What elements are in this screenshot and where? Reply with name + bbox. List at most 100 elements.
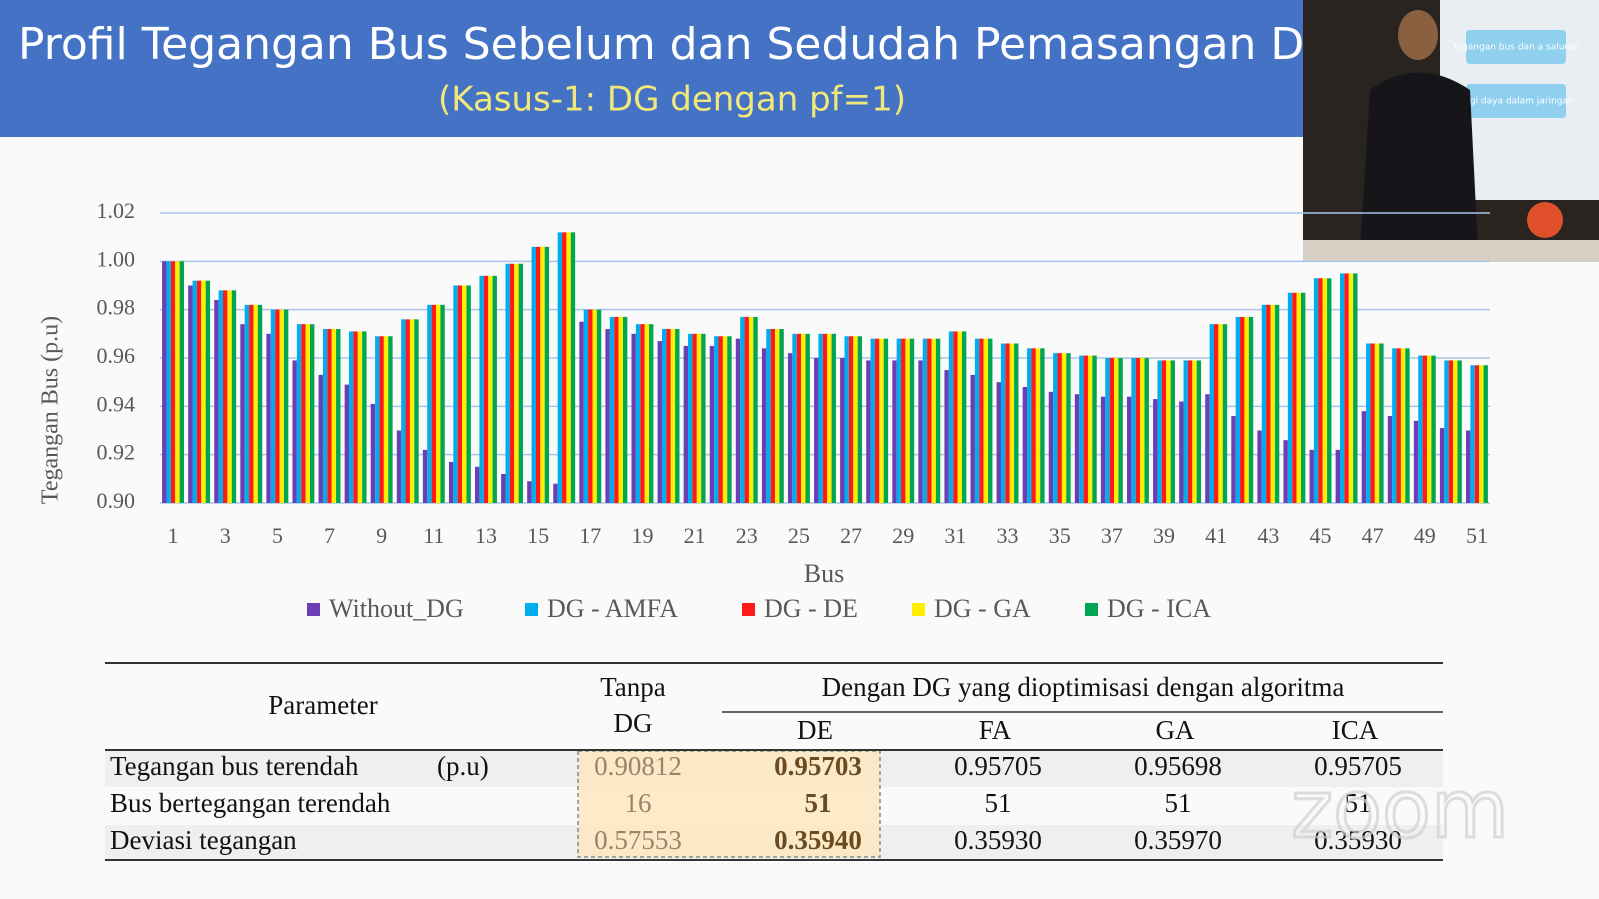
bar [427, 304, 432, 503]
header-band [0, 0, 1310, 137]
bar [310, 324, 315, 503]
bar [1392, 348, 1397, 503]
bar [244, 304, 250, 503]
webcam-inset: Tegangan bus dan a saluran Rugi daya dal… [1303, 0, 1599, 262]
bar [440, 304, 445, 503]
presenter-body [1360, 72, 1478, 250]
bar [1418, 355, 1423, 503]
flow-text: Tegangan bus dan a saluran [1452, 43, 1580, 53]
bar [266, 333, 271, 503]
y-tick-label: 0.98 [97, 295, 136, 320]
bar [240, 324, 245, 503]
bar [1144, 358, 1149, 503]
bar [401, 319, 406, 503]
bar [1344, 273, 1349, 503]
bar [1000, 343, 1006, 503]
y-tick-label: 0.90 [97, 488, 136, 513]
bar [922, 338, 928, 503]
bar [983, 338, 989, 503]
bar [1061, 353, 1067, 503]
bar [1244, 316, 1249, 503]
bar [722, 336, 728, 503]
bar [362, 331, 367, 503]
flow-box [1466, 30, 1566, 64]
x-tick-label: 25 [788, 523, 810, 548]
bar [1448, 360, 1454, 503]
x-tick-label: 43 [1257, 523, 1279, 548]
bar [1335, 449, 1340, 503]
bar [1131, 358, 1136, 503]
bar [670, 329, 676, 503]
bar [1483, 365, 1488, 503]
flowers [1527, 202, 1563, 238]
table-header: Tanpa DG [600, 672, 666, 738]
bar [488, 275, 493, 503]
flow-text: Rugi daya dalam jaringan [1458, 97, 1573, 107]
bar [431, 304, 437, 503]
bar [1222, 324, 1228, 503]
bar [322, 329, 328, 503]
x-tick-label: 35 [1049, 523, 1071, 548]
bar [296, 324, 302, 503]
x-tick-label: 49 [1414, 523, 1436, 548]
bar [409, 319, 415, 503]
bar [1087, 355, 1093, 503]
bar [857, 336, 863, 503]
y-tick-label: 0.92 [97, 440, 136, 465]
bar [770, 329, 776, 503]
table-text: 0.35970 [1134, 825, 1222, 855]
y-tick-label: 1.00 [97, 246, 136, 271]
bar [944, 370, 949, 503]
y-tick-label: 0.94 [97, 391, 136, 416]
bar [818, 333, 823, 503]
bar [709, 345, 715, 503]
bar [1105, 358, 1110, 503]
x-tick-label: 27 [840, 523, 862, 548]
bar [918, 360, 923, 503]
x-tick-label: 15 [527, 523, 549, 548]
bar [535, 246, 541, 504]
bar [801, 333, 806, 503]
bar [1370, 343, 1375, 503]
watermark: zoom [1291, 763, 1509, 856]
bar [805, 333, 810, 503]
bar [853, 336, 858, 503]
bar [1470, 365, 1475, 503]
bar [1235, 316, 1241, 503]
bar [622, 316, 628, 503]
bar [179, 261, 184, 503]
table-text: Parameter [268, 690, 377, 720]
bar [479, 275, 484, 503]
bar [1053, 353, 1058, 503]
bar [1257, 430, 1262, 503]
table-text: 51 [805, 788, 832, 818]
bar [1261, 304, 1267, 503]
bar [1083, 355, 1088, 503]
bar [1135, 358, 1141, 503]
bar [675, 329, 680, 503]
bar [1296, 292, 1301, 503]
bar [1400, 348, 1406, 503]
legend: Without_DG DG - AMFA DG - DE DG - GA DG - IC… [307, 594, 1211, 623]
table-text: Dengan DG yang dioptimisasi dengan algor… [822, 672, 1345, 702]
bar [349, 331, 354, 503]
bar [588, 309, 593, 503]
bar [162, 261, 167, 503]
x-tick-label: 7 [324, 523, 335, 548]
bar [1231, 416, 1236, 503]
bar [1187, 360, 1193, 503]
bar [557, 232, 563, 504]
x-tick-label: 31 [944, 523, 966, 548]
legend-label: DG - AMFA [547, 594, 678, 623]
bar [1422, 355, 1427, 503]
bar [649, 324, 654, 503]
bar [175, 261, 180, 503]
bar [961, 331, 967, 503]
bar [275, 309, 280, 503]
bar [1431, 355, 1436, 503]
bar [979, 338, 984, 503]
slide-title: Profil Tegangan Bus Sebelum dan Sedudah … [18, 19, 1338, 70]
bar [1479, 365, 1484, 503]
table-text: 51 [1165, 788, 1192, 818]
x-tick-label: 33 [997, 523, 1019, 548]
